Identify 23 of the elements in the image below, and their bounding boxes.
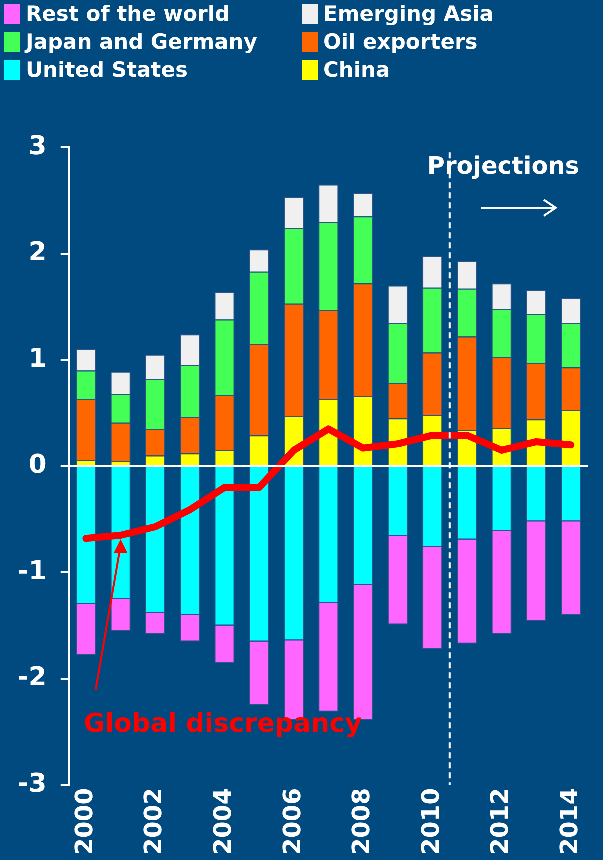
y-tick-label: 3 [28,131,47,162]
text: Global discrepancy [84,708,362,739]
legend-label: China [324,58,390,82]
x-tick-label: 2002 [140,788,168,855]
x-tick-label: 2004 [208,788,237,855]
y-tick-label: -1 [18,556,47,586]
legend-label: Japan and Germany [26,30,258,54]
y-tick-label: 2 [28,238,47,268]
y-tick-label: -3 [18,768,47,799]
legend-label: Oil exporters [324,30,478,54]
x-tick-label: 2010 [416,788,445,855]
y-tick-label: 0 [28,450,47,480]
x-tick-label: 2012 [486,788,514,855]
legend-label: Emerging Asia [324,2,494,26]
legend-label: Rest of the world [26,2,230,26]
x-tick-label: 2014 [555,788,584,855]
y-tick-label: -2 [18,662,47,693]
x-tick-label: 2006 [278,788,306,855]
ref-line-label: Projections [427,152,580,180]
x-tick-label: 2000 [70,788,98,855]
y-tick-label: 1 [28,344,47,374]
x-tick-label: 2008 [348,788,376,855]
legend-label: United States [26,58,188,82]
